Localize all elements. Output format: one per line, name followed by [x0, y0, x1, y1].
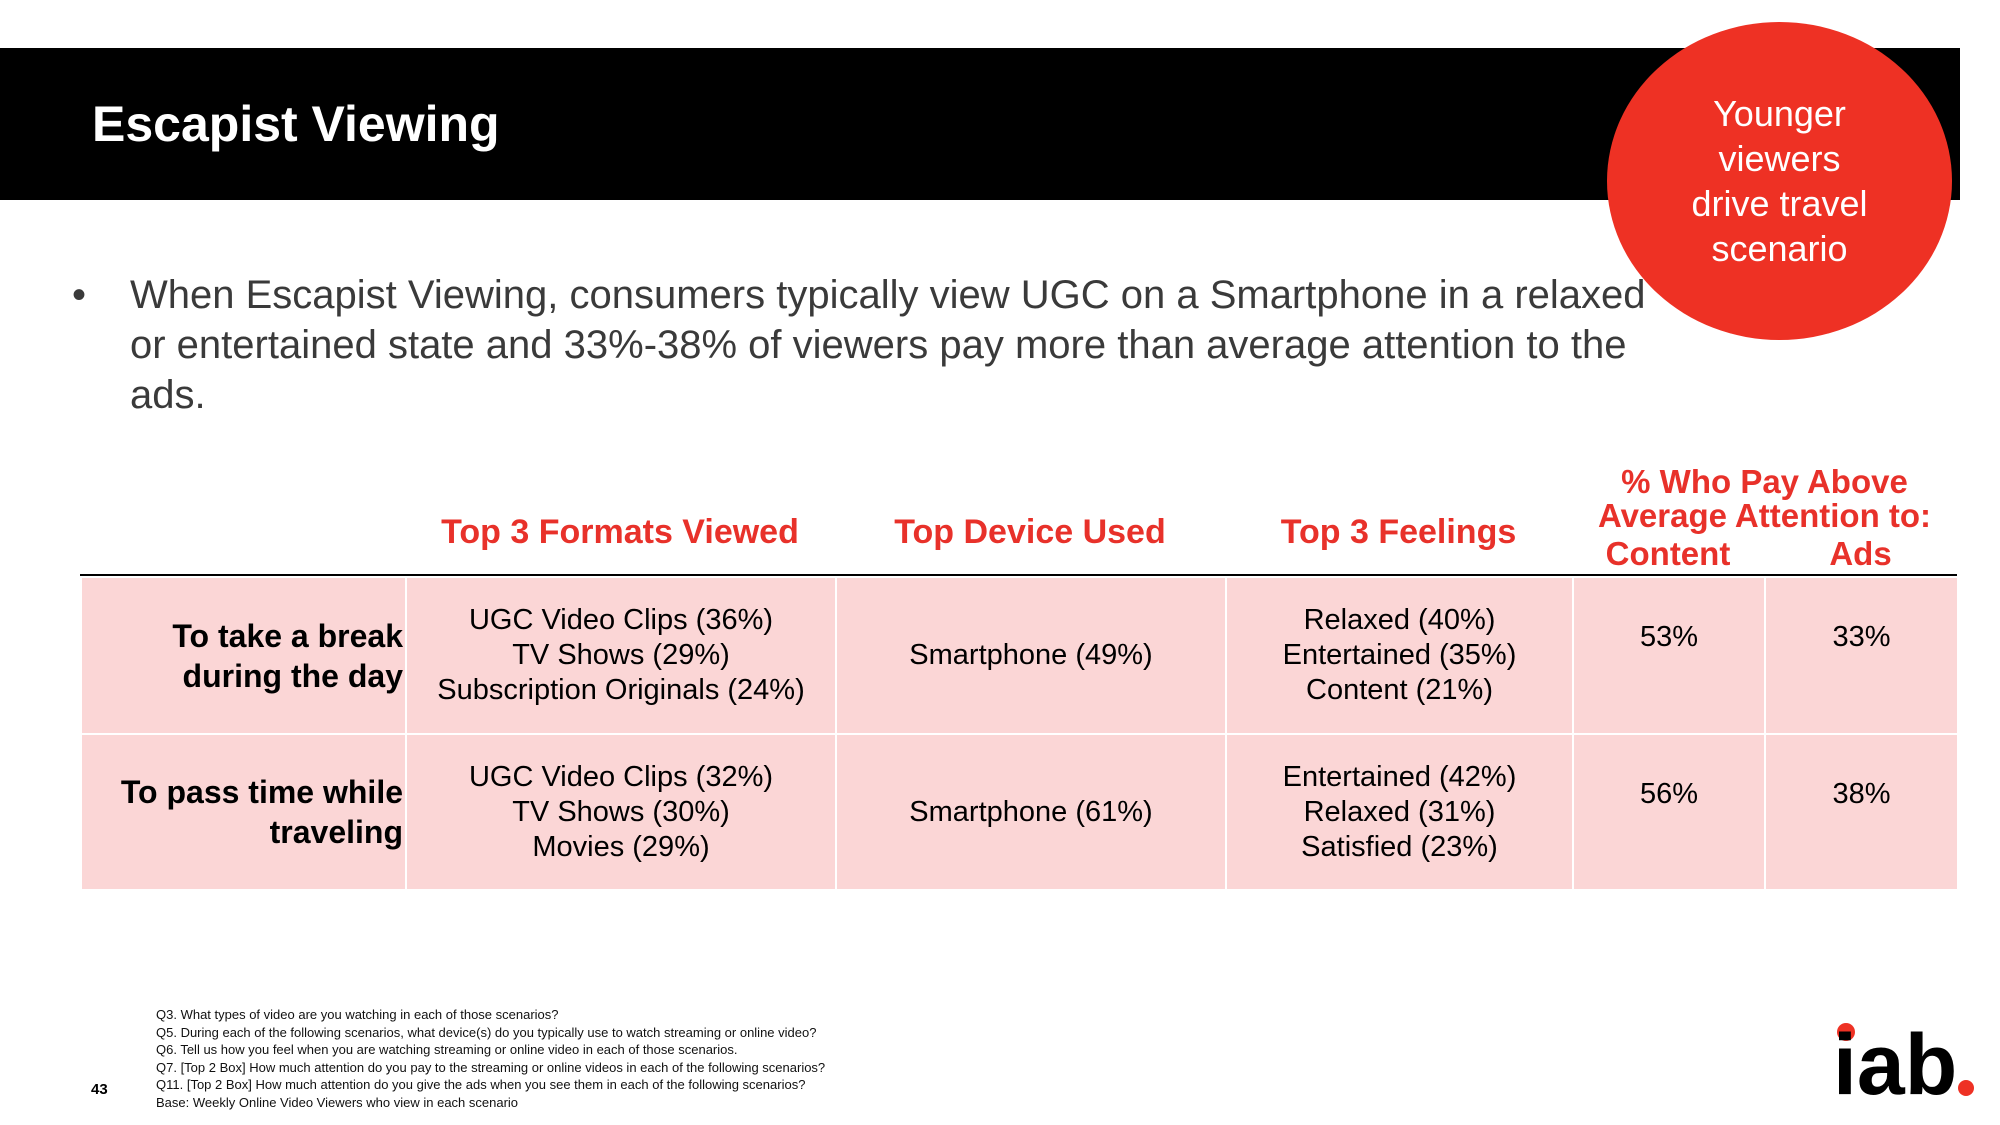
footnote: Q5. During each of the following scenari…	[156, 1024, 817, 1040]
footnote: Q11. [Top 2 Box] How much attention do y…	[156, 1077, 806, 1093]
feelings-cell: Entertained (42%) Relaxed (31%) Satisfie…	[1225, 733, 1574, 891]
device-cell: Smartphone (61%)	[835, 733, 1227, 891]
bullet-text: When Escapist Viewing, consumers typical…	[130, 273, 1646, 417]
device-cell: Smartphone (49%)	[835, 576, 1227, 735]
ads-attention-cell: 38%	[1764, 733, 1959, 891]
bullet-marker: •	[72, 273, 87, 317]
footnote: Base: Weekly Online Video Viewers who vi…	[156, 1094, 519, 1110]
header-formats: Top 3 Formats Viewed	[441, 513, 799, 551]
formats-cell: UGC Video Clips (32%) TV Shows (30%) Mov…	[405, 733, 837, 891]
row-label: To take a break during the day	[80, 576, 407, 735]
callout-circle: Younger viewers drive travel scenario	[1607, 22, 1952, 340]
header-device: Top Device Used	[894, 513, 1166, 551]
content-attention-cell: 56%	[1572, 733, 1766, 891]
logo-text: iab	[1836, 1018, 1957, 1098]
page-number: 43	[91, 1081, 108, 1098]
footnote: Q7. [Top 2 Box] How much attention do yo…	[156, 1059, 826, 1075]
page-title: Escapist Viewing	[92, 96, 500, 152]
ads-attention-cell: 33%	[1764, 576, 1959, 735]
header-attention-line1: % Who Pay Above	[1621, 463, 1908, 500]
formats-cell: UGC Video Clips (36%) TV Shows (29%) Sub…	[405, 576, 837, 735]
table-row: To take a break during the day UGC Video…	[80, 576, 1959, 735]
iab-logo: iab	[1836, 1018, 1974, 1098]
table-row: To pass time while traveling UGC Video C…	[80, 733, 1959, 891]
header-divider	[80, 574, 1957, 576]
row-label: To pass time while traveling	[80, 733, 407, 891]
feelings-cell: Relaxed (40%) Entertained (35%) Content …	[1225, 576, 1574, 735]
logo-i-dot	[1837, 1023, 1855, 1041]
logo-period-dot	[1958, 1080, 1974, 1096]
header-feelings: Top 3 Feelings	[1280, 513, 1517, 551]
scenario-table: To take a break during the day UGC Video…	[80, 576, 1959, 891]
header-attention-line2: Average Attention to:	[1597, 497, 1932, 534]
header-content: Content	[1605, 535, 1731, 572]
content-attention-cell: 53%	[1572, 576, 1766, 735]
footnotes: Q3. What types of video are you watching…	[156, 1006, 825, 1112]
footnote: Q3. What types of video are you watching…	[156, 1007, 559, 1022]
callout-text: Younger viewers drive travel scenario	[1691, 93, 1868, 269]
footnote: Q6. Tell us how you feel when you are wa…	[156, 1042, 738, 1058]
header-ads: Ads	[1829, 535, 1892, 572]
